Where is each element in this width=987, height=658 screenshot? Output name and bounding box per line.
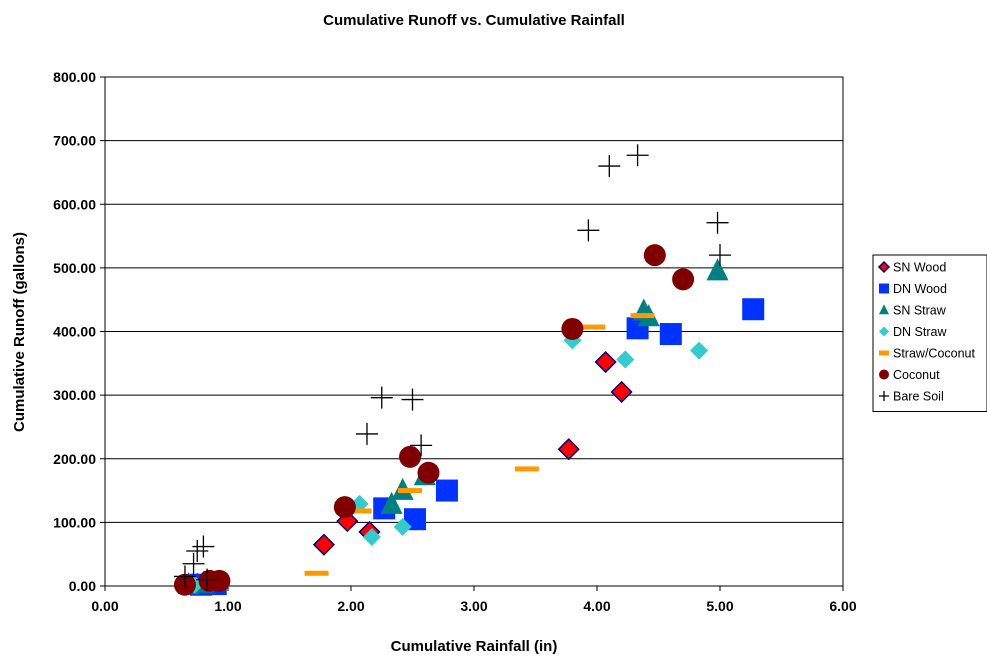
- legend-label-sn-wood: SN Wood: [893, 261, 946, 275]
- point-dn-wood: [659, 323, 682, 346]
- legend-label-dn-wood: DN Wood: [893, 282, 947, 296]
- point-dn-straw: [362, 528, 381, 547]
- point-bare-soil: [182, 552, 205, 575]
- legend-label-sn-straw: SN Straw: [893, 304, 947, 318]
- legend-box: [872, 254, 987, 412]
- legend-marker-bare-soil: [879, 391, 889, 401]
- point-sn-straw: [706, 258, 729, 281]
- point-dn-straw: [690, 341, 709, 360]
- chart-title: Cumulative Runoff vs. Cumulative Rainfal…: [323, 12, 625, 29]
- point-dn-straw: [616, 350, 635, 369]
- grid-layer: [104, 76, 844, 587]
- axis-layer: 0.00 100.00 200.00 300.00 400.00 500.00 600.00…: [53, 69, 857, 614]
- x-tick-label: 3.00: [460, 598, 487, 614]
- point-straw-coconut: [630, 313, 655, 319]
- point-sn-wood: [610, 380, 633, 404]
- point-straw-coconut: [514, 466, 539, 472]
- y-tick-label: 300.00: [53, 387, 96, 403]
- point-coconut: [643, 244, 666, 267]
- title-layer: Cumulative Runoff vs. Cumulative Rainfal…: [11, 12, 625, 655]
- point-coconut: [561, 317, 584, 340]
- point-bare-soil: [401, 388, 424, 411]
- legend-marker-dn-straw: [879, 326, 889, 337]
- x-tick-label: 4.00: [583, 598, 610, 614]
- point-bare-soil: [410, 434, 433, 457]
- point-bare-soil: [706, 211, 729, 234]
- legend: SN Wood DN Wood SN Straw DN Straw Straw/Coco…: [872, 254, 987, 412]
- x-tick-label: 1.00: [214, 598, 241, 614]
- legend-marker-sn-wood: [877, 260, 891, 274]
- x-tick-label: 6.00: [829, 598, 856, 614]
- y-tick-label: 100.00: [53, 514, 96, 530]
- point-straw-coconut: [347, 508, 372, 514]
- y-tick-label: 200.00: [53, 451, 96, 467]
- points-layer: [173, 144, 765, 596]
- point-bare-soil: [196, 568, 219, 591]
- point-sn-wood: [557, 438, 580, 461]
- point-coconut: [333, 496, 356, 519]
- point-bare-soil: [709, 244, 731, 267]
- point-coconut: [208, 569, 231, 592]
- point-dn-wood: [435, 479, 458, 502]
- point-bare-soil: [598, 155, 621, 178]
- y-tick-label: 700.00: [53, 133, 96, 149]
- point-dn-straw: [393, 517, 412, 536]
- point-straw-coconut: [581, 324, 606, 330]
- x-axis-title: Cumulative Rainfall (in): [391, 638, 558, 655]
- x-tick-label: 2.00: [337, 598, 364, 614]
- point-bare-soil: [355, 422, 378, 445]
- point-sn-wood: [594, 350, 617, 374]
- y-tick-label: 800.00: [53, 69, 96, 85]
- y-axis-title: Cumulative Runoff (gallons): [11, 232, 28, 432]
- legend-marker-coconut: [879, 369, 889, 380]
- legend-label-straw-coconut: Straw/Coconut: [893, 347, 976, 361]
- point-sn-wood: [336, 510, 359, 533]
- point-bare-soil: [186, 540, 209, 563]
- x-tick-label: 0.00: [91, 598, 118, 614]
- point-straw-coconut: [398, 488, 423, 494]
- point-coconut: [672, 268, 695, 291]
- point-straw-coconut: [304, 570, 329, 576]
- point-bare-soil: [192, 535, 215, 558]
- point-coconut: [399, 445, 422, 468]
- legend-marker-sn-straw: [879, 304, 889, 315]
- point-bare-soil: [577, 219, 600, 242]
- y-tick-label: 500.00: [53, 260, 96, 276]
- y-tick-label: 400.00: [53, 324, 96, 340]
- point-dn-wood: [742, 298, 765, 321]
- point-sn-wood: [312, 533, 336, 556]
- legend-label-bare-soil: Bare Soil: [893, 390, 944, 404]
- legend-label-dn-straw: DN Straw: [893, 325, 947, 339]
- legend-marker-straw-coconut: [879, 350, 889, 356]
- y-tick-label: 600.00: [53, 196, 96, 212]
- point-sn-straw: [380, 491, 403, 514]
- x-tick-label: 5.00: [706, 598, 733, 614]
- point-bare-soil: [370, 386, 393, 409]
- y-tick-label: 0.00: [69, 578, 96, 594]
- point-bare-soil: [626, 144, 649, 167]
- legend-marker-dn-wood: [879, 283, 889, 294]
- point-dn-straw: [350, 494, 369, 513]
- legend-label-coconut: Coconut: [893, 368, 940, 382]
- point-bare-soil: [173, 565, 196, 588]
- point-coconut: [417, 461, 440, 484]
